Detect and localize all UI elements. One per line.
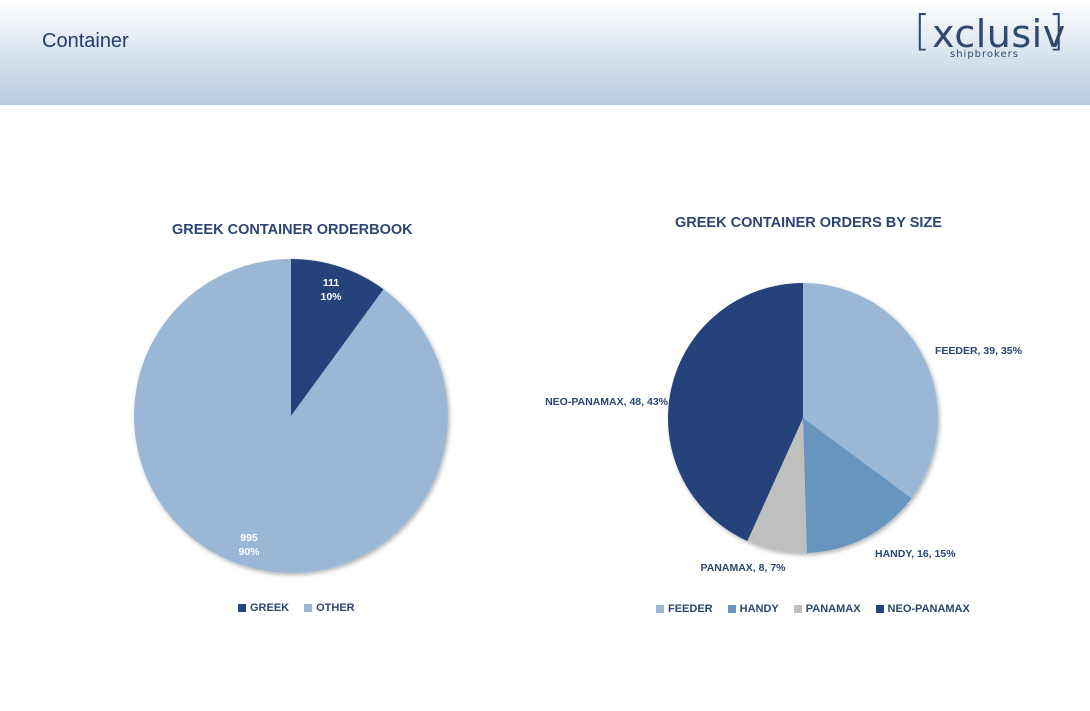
- legend-item-panamax: PANAMAX: [793, 603, 861, 615]
- pie-slice-feeder: [803, 283, 939, 499]
- pie-slice-other: [134, 259, 449, 573]
- logo-tagline: shipbrokers: [950, 49, 1019, 60]
- orders-by-size-pie: [667, 282, 939, 554]
- legend-swatch-neo-panamax: [875, 605, 884, 613]
- logo-left-bracket: [: [914, 6, 931, 55]
- legend-label-greek: GREEK: [250, 602, 290, 614]
- pie-slice-panamax: [747, 418, 807, 554]
- header-band: [0, 0, 1090, 105]
- data-label-panamax: PANAMAX, 8, 7%: [701, 562, 787, 574]
- data-label-feeder: FEEDER, 39, 35%: [935, 345, 1023, 357]
- pie-slice-greek: [291, 259, 384, 416]
- legend-label-neo-panamax: NEO-PANAMAX: [887, 603, 970, 615]
- legend-item-feeder: FEEDER: [656, 603, 713, 615]
- data-label-greek-percent: 10%: [320, 291, 342, 303]
- page-title: Container: [42, 30, 129, 52]
- company-logo: [ xclusiv ] shipbrokers: [914, 6, 1066, 64]
- data-label-greek-value: 111: [323, 277, 340, 289]
- pie-slice-handy: [803, 418, 912, 553]
- legend-swatch-handy: [727, 605, 736, 613]
- orders-by-size-labels: FEEDER, 39, 35% HANDY, 16, 15% PANAMAX, 8,…: [545, 345, 1023, 574]
- chart-2-title: GREEK CONTAINER ORDERS BY SIZE: [675, 215, 942, 231]
- legend-item-neo-panamax: NEO-PANAMAX: [875, 603, 970, 615]
- legend-swatch-other: [304, 604, 313, 612]
- data-label-other-percent: 90%: [238, 546, 260, 558]
- data-label-other-value: 995: [240, 532, 258, 544]
- legend-label-panamax: PANAMAX: [805, 603, 861, 615]
- logo-wordmark: xclusiv: [932, 12, 1066, 56]
- legend-label-handy: HANDY: [739, 603, 779, 615]
- greek-orderbook-pie: [134, 259, 449, 573]
- chart-1-title: GREEK CONTAINER ORDERBOOK: [172, 222, 413, 238]
- chart-1-legend: GREEK OTHER: [238, 602, 355, 614]
- chart-2-legend: FEEDER HANDY PANAMAX NEO-PANAMAX: [656, 603, 970, 615]
- legend-swatch-feeder: [656, 605, 664, 613]
- data-label-handy: HANDY, 16, 15%: [875, 548, 956, 560]
- legend-swatch-panamax: [793, 605, 802, 613]
- legend-item-greek: GREEK: [238, 602, 289, 614]
- legend-label-feeder: FEEDER: [668, 603, 713, 615]
- pie-slice-neo-panamax: [667, 282, 803, 542]
- data-label-neo-panamax: NEO-PANAMAX, 48, 43%: [545, 396, 669, 408]
- legend-item-handy: HANDY: [727, 603, 779, 615]
- legend-swatch-greek: [238, 604, 246, 612]
- legend-item-other: OTHER: [304, 602, 355, 614]
- logo-right-bracket: ]: [1048, 6, 1065, 55]
- legend-label-other: OTHER: [316, 602, 355, 614]
- greek-orderbook-labels: 111 10% 995 90%: [238, 277, 342, 558]
